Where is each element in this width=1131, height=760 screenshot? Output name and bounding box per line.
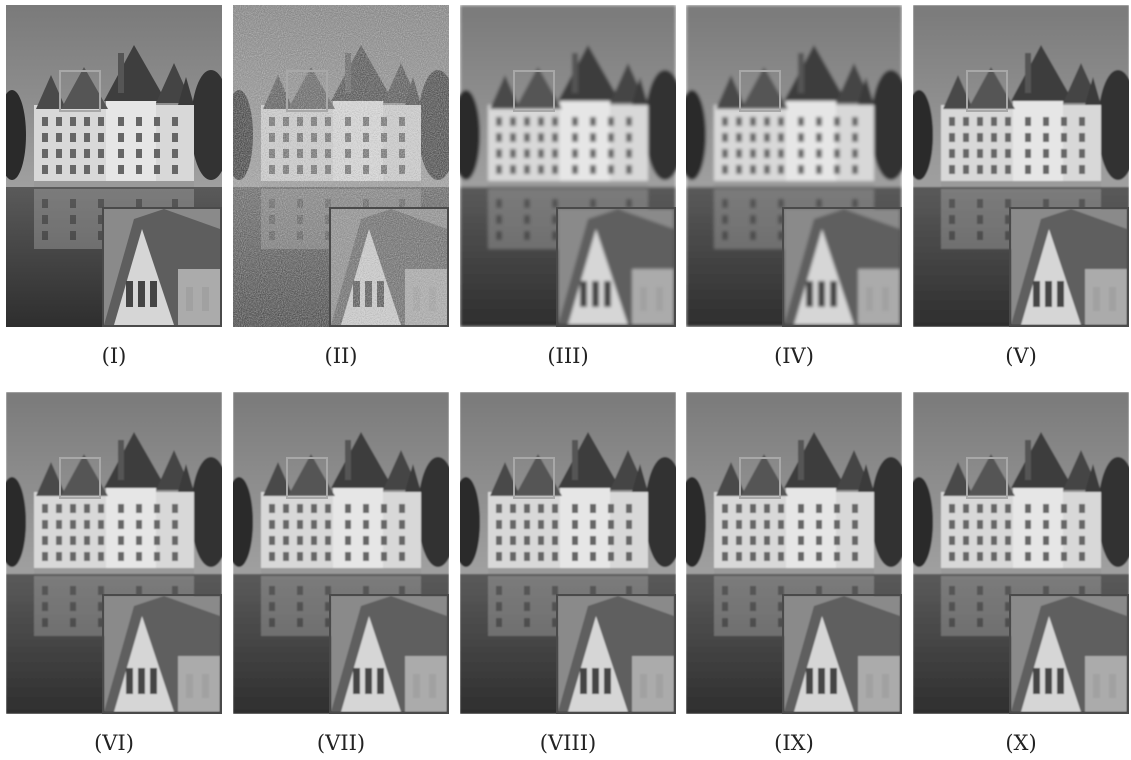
panel-caption: (IX) bbox=[774, 731, 814, 755]
panel-caption: (I) bbox=[101, 344, 127, 368]
zoom-inset bbox=[102, 594, 222, 714]
roi-box bbox=[513, 70, 555, 112]
figure-panel: (VIII) bbox=[460, 392, 676, 755]
panel-caption: (VI) bbox=[94, 731, 134, 755]
zoom-inset bbox=[102, 207, 222, 327]
zoom-inset bbox=[782, 207, 902, 327]
roi-box bbox=[59, 70, 101, 112]
panel-caption: (II) bbox=[324, 344, 358, 368]
castle-photo bbox=[233, 392, 449, 714]
panel-caption: (V) bbox=[1005, 344, 1037, 368]
panel-caption: (IV) bbox=[774, 344, 814, 368]
figure-panel: (V) bbox=[913, 5, 1129, 368]
panel-caption: (X) bbox=[1005, 731, 1037, 755]
zoom-inset bbox=[556, 594, 676, 714]
castle-photo bbox=[6, 5, 222, 327]
figure-panel: (II) bbox=[233, 5, 449, 368]
roi-box bbox=[513, 457, 555, 499]
roi-box bbox=[286, 70, 328, 112]
figure-panel: (X) bbox=[913, 392, 1129, 755]
panel-caption: (III) bbox=[547, 344, 589, 368]
figure-panel: (IV) bbox=[686, 5, 902, 368]
figure-panel: (VI) bbox=[6, 392, 222, 755]
figure-panel: (IX) bbox=[686, 392, 902, 755]
castle-photo bbox=[686, 392, 902, 714]
roi-box bbox=[286, 457, 328, 499]
panel-caption: (VIII) bbox=[539, 731, 597, 755]
figure-panel: (III) bbox=[460, 5, 676, 368]
zoom-inset bbox=[782, 594, 902, 714]
zoom-inset bbox=[329, 207, 449, 327]
zoom-inset bbox=[1009, 207, 1129, 327]
castle-photo bbox=[460, 392, 676, 714]
castle-photo bbox=[6, 392, 222, 714]
castle-photo bbox=[233, 5, 449, 327]
roi-box bbox=[966, 70, 1008, 112]
zoom-inset bbox=[556, 207, 676, 327]
roi-box bbox=[739, 457, 781, 499]
roi-box bbox=[966, 457, 1008, 499]
castle-photo bbox=[913, 392, 1129, 714]
zoom-inset bbox=[329, 594, 449, 714]
figure-panel: (I) bbox=[6, 5, 222, 368]
roi-box bbox=[739, 70, 781, 112]
figure-panel: (VII) bbox=[233, 392, 449, 755]
panel-caption: (VII) bbox=[316, 731, 366, 755]
roi-box bbox=[59, 457, 101, 499]
castle-photo bbox=[460, 5, 676, 327]
castle-photo bbox=[913, 5, 1129, 327]
zoom-inset bbox=[1009, 594, 1129, 714]
castle-photo bbox=[686, 5, 902, 327]
